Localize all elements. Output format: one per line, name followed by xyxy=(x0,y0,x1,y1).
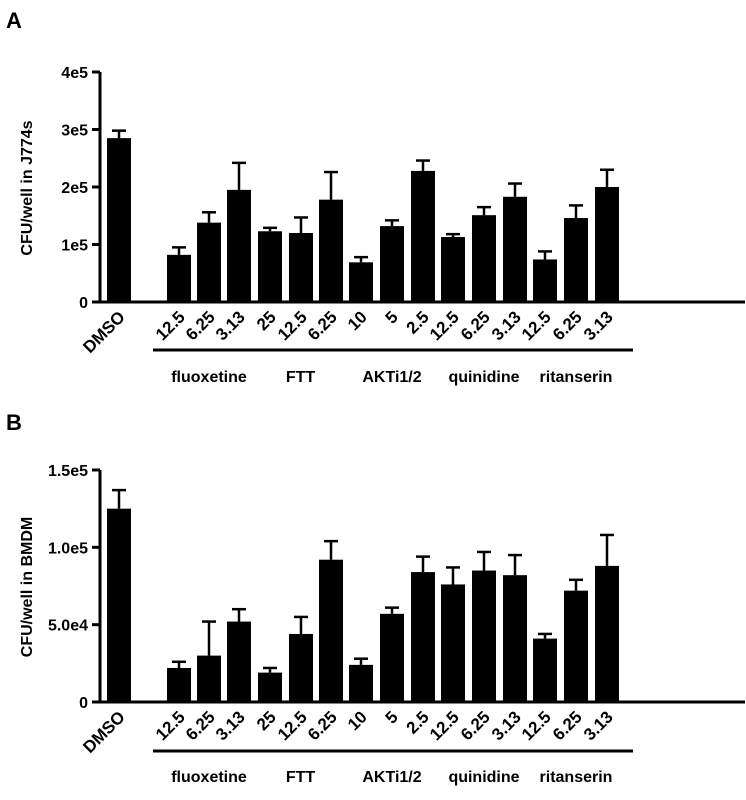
panel-a-category-label: 3.13 xyxy=(488,307,525,344)
panel-a-group-label: AKTi1/2 xyxy=(362,369,421,386)
panel-a-category-label: DMSO xyxy=(79,307,128,356)
panel-a-group-label: fluoxetine xyxy=(171,369,247,386)
panel-a-category-label: 12.5 xyxy=(274,307,311,344)
panel-a-bar xyxy=(503,196,527,302)
panel-b-bar xyxy=(441,584,465,702)
panel-b-bar xyxy=(258,672,282,702)
panel-a-bar xyxy=(289,233,313,302)
panel-b-bar xyxy=(319,559,343,702)
panel-a-category-label: 12.5 xyxy=(426,307,463,344)
panel-a-bar xyxy=(107,138,131,302)
panel-a-group-label: quinidine xyxy=(448,369,519,386)
panel-a-bar xyxy=(319,199,343,302)
panel-b-bar xyxy=(227,621,251,702)
panel-b-group-label: AKTi1/2 xyxy=(362,769,421,786)
panel-a-category-label: 10 xyxy=(344,307,371,334)
panel-b-category-label: 6.25 xyxy=(304,707,341,744)
panel-a-category-label: 12.5 xyxy=(152,307,189,344)
panel-b-bar xyxy=(503,575,527,702)
panel-a-category-label: 3.13 xyxy=(212,307,249,344)
panel-a-bar xyxy=(197,222,221,302)
panel-a-bar xyxy=(380,226,404,302)
panel-b-bar xyxy=(472,570,496,702)
panel-b-bar xyxy=(107,508,131,702)
panel-a-y-tick-label: 0 xyxy=(79,295,88,312)
panel-a-y-tick-label: 3e5 xyxy=(61,123,88,140)
panel-a-group-label: ritanserin xyxy=(540,369,613,386)
panel-b-bar xyxy=(289,633,313,702)
panel-a-y-tick-label: 1e5 xyxy=(61,238,88,255)
panel-a-bar xyxy=(595,187,619,302)
panel-b-bar xyxy=(349,664,373,702)
panel-b-bar xyxy=(411,572,435,702)
panel-b-category-label: 5 xyxy=(382,707,402,727)
panel-b-category-label: DMSO xyxy=(79,707,128,756)
panel-b-group-label: quinidine xyxy=(448,769,519,786)
panel-a-bar xyxy=(564,218,588,302)
panel-a-group-label: FTT xyxy=(286,369,316,386)
panel-b-letter: B xyxy=(6,410,22,435)
panel-a-category-label: 6.25 xyxy=(457,307,494,344)
panel-b-category-label: 12.5 xyxy=(152,707,189,744)
panel-b-category-label: 10 xyxy=(344,707,371,734)
panel-b-y-axis-title: CFU/well in BMDM xyxy=(19,517,36,657)
panel-a-bar xyxy=(227,189,251,302)
panel-b-category-label: 3.13 xyxy=(580,707,617,744)
panel-b-category-label: 3.13 xyxy=(212,707,249,744)
panel-b-y-tick-label: 1.0e5 xyxy=(48,540,88,557)
panel-a-y-tick-label: 2e5 xyxy=(61,180,88,197)
panel-b-y-tick-label: 1.5e5 xyxy=(48,463,88,480)
panel-b-bar xyxy=(380,613,404,702)
panel-a-bar xyxy=(441,237,465,302)
panel-a-category-label: 12.5 xyxy=(518,307,555,344)
panel-a-bar xyxy=(349,262,373,302)
panel-b-bar xyxy=(564,590,588,702)
panel-a-bar xyxy=(533,259,557,302)
panel-a-category-label: 6.25 xyxy=(182,307,219,344)
panel-b-y-tick-label: 0 xyxy=(79,695,88,712)
panel-a-category-label: 6.25 xyxy=(304,307,341,344)
panel-b: B 0 5.0e4 1.0e5 1.5e5 CFU/well in BMDM DMSO 12… xyxy=(6,410,745,786)
panel-b-group-label: ritanserin xyxy=(540,769,613,786)
panel-b-bar xyxy=(595,565,619,702)
panel-a-category-label: 6.25 xyxy=(549,307,586,344)
panel-a-letter: A xyxy=(6,8,22,33)
panel-b-category-label: 6.25 xyxy=(549,707,586,744)
panel-a-y-tick-label: 4e5 xyxy=(61,65,88,82)
panel-b-bar xyxy=(533,638,557,702)
panel-a: A 0 1e5 2e5 3e5 4e5 CFU/well in J774s DMSO 12.5… xyxy=(6,8,745,386)
panel-b-y-tick-label: 5.0e4 xyxy=(48,618,88,635)
panel-b-bar xyxy=(167,667,191,702)
panel-a-y-axis-title: CFU/well in J774s xyxy=(19,120,36,255)
panel-b-group-label: FTT xyxy=(286,769,316,786)
panel-b-category-label: 3.13 xyxy=(488,707,525,744)
panel-b-group-label: fluoxetine xyxy=(171,769,247,786)
panel-a-bar xyxy=(167,254,191,302)
panel-b-category-label: 12.5 xyxy=(274,707,311,744)
panel-b-category-label: 12.5 xyxy=(426,707,463,744)
panel-b-category-label: 6.25 xyxy=(182,707,219,744)
panel-a-bar xyxy=(258,231,282,302)
panel-a-bar xyxy=(411,170,435,302)
panel-b-category-label: 12.5 xyxy=(518,707,555,744)
panel-b-bar xyxy=(197,655,221,702)
panel-a-category-label: 3.13 xyxy=(580,307,617,344)
panel-b-category-label: 6.25 xyxy=(457,707,494,744)
panel-a-bar xyxy=(472,215,496,302)
panel-a-category-label: 5 xyxy=(382,307,402,327)
